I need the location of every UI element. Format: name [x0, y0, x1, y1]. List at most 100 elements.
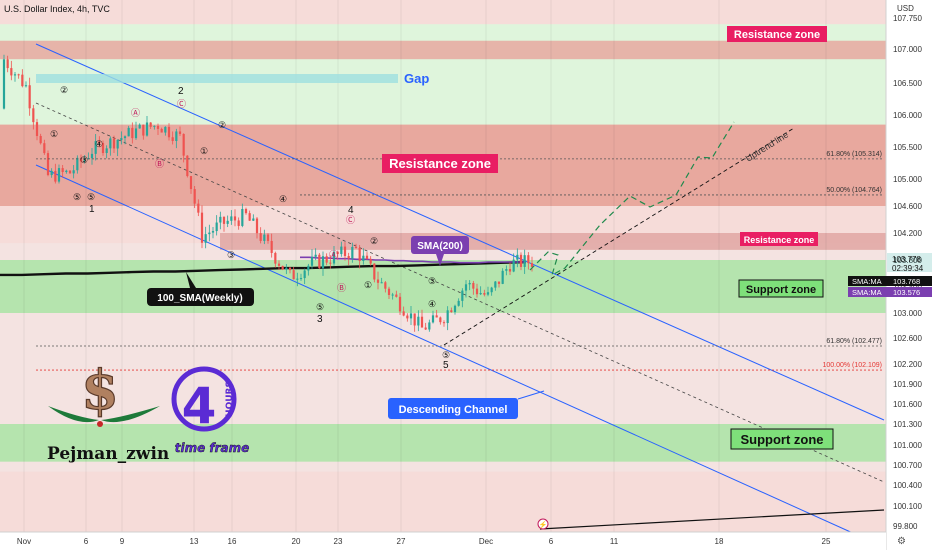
candle-body	[336, 251, 339, 255]
sub-wave-3: ③	[80, 155, 88, 165]
candle-body	[43, 143, 46, 154]
candle-body	[39, 135, 42, 144]
zone-band	[0, 40, 886, 60]
candle-body	[428, 322, 431, 330]
sma200-label: SMA(200)	[417, 241, 463, 252]
descending-channel-callout[interactable]: Descending Channel	[388, 390, 545, 419]
sma-weekly-label: 100_SMA(Weekly)	[157, 293, 242, 304]
time-tick: 18	[715, 537, 724, 546]
candle-body	[288, 267, 292, 271]
price-axis-panel[interactable]	[886, 0, 932, 550]
candle-body	[516, 254, 519, 260]
zone-label-support-lower[interactable]: Support zone	[730, 428, 834, 450]
candle-body	[303, 270, 306, 279]
candle-body	[442, 322, 446, 324]
candle-body	[457, 300, 460, 306]
candle-body	[373, 263, 376, 280]
price-tick: 104.600	[893, 202, 922, 211]
channel-mid-line[interactable]	[35, 102, 885, 483]
sub-wave-1: ①	[200, 146, 208, 156]
candle-body	[296, 278, 299, 280]
candle-body	[131, 127, 134, 139]
candle-body	[475, 288, 479, 295]
zone-label-resistance-top[interactable]: Resistance zone	[727, 26, 827, 42]
candle-body	[299, 278, 303, 280]
wave-label-5: 5	[443, 360, 449, 371]
dollar-sign-icon: $	[81, 358, 119, 422]
candle-body	[54, 170, 57, 182]
candle-body	[340, 246, 343, 255]
candle-body	[10, 68, 13, 76]
candle-body	[450, 310, 453, 313]
candle-body	[472, 282, 475, 289]
candle-body	[208, 232, 211, 235]
wave-label-2: 2	[178, 86, 184, 97]
sub-wave-1: ①	[50, 129, 58, 139]
candle-body	[17, 74, 20, 76]
sub-wave-2: ②	[218, 120, 226, 130]
candle-body	[248, 213, 251, 221]
candle-body	[120, 138, 123, 140]
sub-wave-a: Ⓐ	[131, 108, 140, 118]
candle-body	[351, 246, 354, 259]
zone-label-resistance-small[interactable]: Resistance zone	[740, 232, 818, 246]
gap-marker	[36, 74, 398, 83]
time-axis-panel[interactable]	[0, 532, 886, 550]
candle-body	[215, 222, 218, 232]
sma-weekly-callout[interactable]: 100_SMA(Weekly)	[147, 272, 254, 306]
time-tick: Dec	[479, 537, 493, 546]
sub-wave-2: ②	[370, 236, 378, 246]
price-tick: 106.500	[893, 79, 922, 88]
sub-wave-1: ①	[364, 280, 372, 290]
candle-body	[226, 220, 229, 224]
zone-label-support-upper[interactable]: Support zone	[738, 279, 824, 298]
sma200-callout[interactable]: SMA(200)	[411, 236, 469, 266]
candle-body	[241, 208, 244, 226]
candle-body	[413, 313, 416, 326]
candle-body	[277, 263, 281, 266]
price-tick: 102.600	[893, 334, 922, 343]
candle-body	[409, 313, 413, 319]
price-tick: 105.000	[893, 175, 922, 184]
candle-body	[134, 128, 138, 139]
sub-wave-c: Ⓒ	[177, 99, 186, 109]
price-tick: 99.800	[893, 522, 918, 531]
candle-body	[325, 256, 328, 263]
candle-body	[490, 287, 493, 293]
candle-body	[32, 108, 35, 123]
candle-body	[167, 126, 171, 138]
flash-icon[interactable]	[537, 518, 549, 530]
uptrend-line[interactable]	[443, 127, 795, 346]
zone-band	[220, 233, 886, 250]
zone-label-text: Support zone	[746, 284, 816, 296]
candle-body	[530, 263, 534, 267]
candle-body	[94, 141, 97, 154]
countdown-value: 02:39:34	[892, 264, 924, 273]
logo-leaf-left	[48, 406, 99, 423]
channel-upper-line[interactable]	[35, 43, 885, 421]
candle-body	[230, 216, 233, 221]
candle-body	[35, 122, 39, 136]
sma-weekly-line[interactable]	[0, 260, 527, 277]
wave-labels: 1 2 3 4 5	[89, 86, 449, 371]
descending-channel[interactable]	[35, 43, 885, 535]
timeframe-number: 4	[182, 377, 217, 435]
sub-wave-b: Ⓑ	[155, 159, 164, 169]
channel-lower-line[interactable]	[35, 164, 856, 535]
zone-label-resistance-mid[interactable]: Resistance zone	[382, 154, 498, 173]
candle-body	[244, 208, 248, 214]
author-logo: $ Pejman_zwin 4 HOURS time frame	[47, 357, 249, 464]
candle-body	[387, 288, 391, 295]
candle-body	[46, 153, 50, 176]
long-trend-line[interactable]	[539, 509, 885, 530]
settings-icon[interactable]: ⚙	[897, 536, 906, 547]
sub-wave-5: ⑤	[73, 192, 81, 202]
price-tick: 102.200	[893, 360, 922, 369]
candle-body	[138, 124, 141, 129]
candle-body	[523, 255, 526, 267]
wave-label-4: 4	[348, 205, 354, 216]
candle-body	[109, 138, 112, 149]
sma-badge-value: 103.576	[893, 288, 920, 297]
candle-body	[266, 234, 270, 241]
